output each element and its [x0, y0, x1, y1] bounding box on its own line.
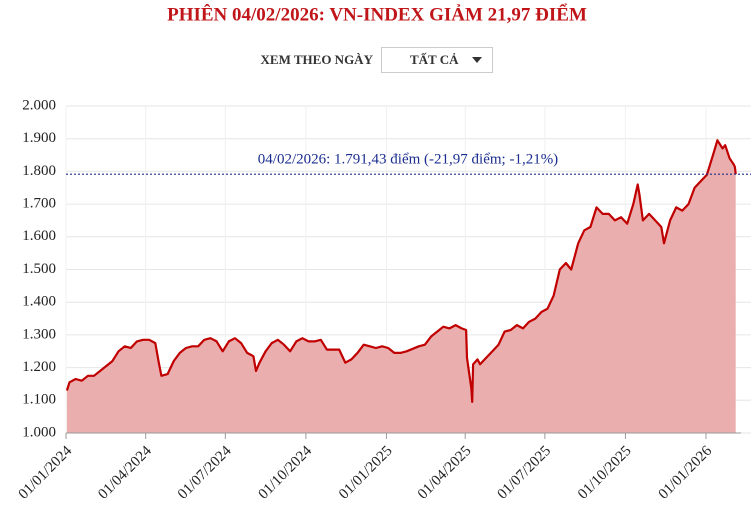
x-tick-label: 01/01/2024 [16, 443, 76, 503]
chart-title: PHIÊN 04/02/2026: VN-INDEX GIẢM 21,97 ĐI… [167, 3, 587, 25]
y-tick-label: 2.000 [22, 97, 56, 113]
y-tick-label: 1.100 [22, 392, 56, 408]
dropdown-value: TẤT CẢ [409, 52, 459, 67]
dropdown-caret [472, 57, 483, 63]
x-tick-label: 01/01/2025 [336, 443, 396, 503]
y-tick-label: 1.900 [22, 130, 56, 146]
x-tick-label: 01/10/2024 [256, 443, 316, 503]
index-line [65, 139, 737, 403]
x-tick-label: 01/07/2025 [495, 443, 555, 503]
filter-label: XEM THEO NGÀY [260, 52, 373, 67]
x-tick-label: 01/10/2025 [575, 443, 635, 503]
y-tick-label: 1.400 [22, 294, 56, 310]
annotation: 04/02/2026: 1.791,43 điểm (-21,97 điểm; … [258, 152, 558, 168]
filter-bar: XEM THEO NGÀY TẤT CẢ [0, 46, 754, 74]
x-tick-label: 01/01/2026 [656, 443, 716, 503]
y-tick-label: 1.600 [22, 228, 56, 244]
x-tick-label: 01/04/2024 [95, 443, 155, 503]
x-tick-label: 01/04/2025 [415, 443, 475, 503]
y-tick-label: 1.500 [22, 261, 56, 277]
y-tick-label: 1.300 [22, 326, 56, 342]
area-fill [66, 140, 736, 434]
y-tick-label: 1.000 [22, 424, 56, 440]
y-tick-label: 1.200 [22, 359, 56, 375]
x-tick-label: 01/07/2024 [175, 443, 235, 503]
range-dropdown[interactable]: TẤT CẢ [380, 47, 494, 73]
y-tick-label: 1.700 [22, 196, 56, 212]
y-tick-label: 1.800 [22, 163, 56, 179]
